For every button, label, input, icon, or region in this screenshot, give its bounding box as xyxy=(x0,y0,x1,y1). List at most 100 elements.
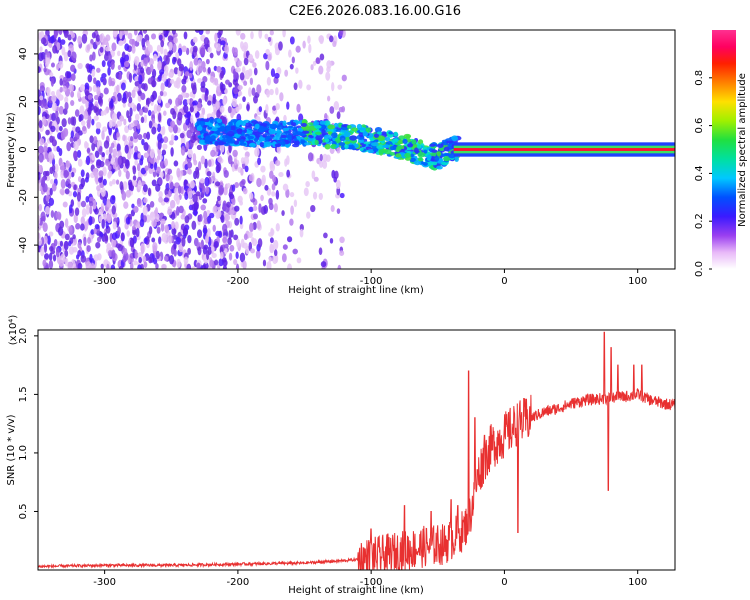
noise-cell xyxy=(99,232,104,238)
noise-cell xyxy=(267,36,272,43)
ridge-cell xyxy=(389,151,395,156)
noise-cell xyxy=(64,101,69,111)
noise-cell xyxy=(191,220,197,230)
noise-cell xyxy=(234,181,240,189)
noise-cell xyxy=(111,205,116,215)
noise-cell xyxy=(336,208,341,214)
noise-cell xyxy=(117,244,123,252)
noise-cell xyxy=(116,143,121,153)
noise-cell xyxy=(203,261,209,269)
noise-cell xyxy=(75,126,81,134)
noise-cell xyxy=(67,183,72,189)
snr-xlabel: Height of straight line (km) xyxy=(288,585,424,596)
noise-cell xyxy=(122,181,128,191)
noise-cell xyxy=(252,213,258,220)
noise-cell xyxy=(64,249,69,258)
noise-cell xyxy=(196,262,201,269)
noise-cell xyxy=(38,203,43,212)
spectrogram-y-tick-label: -20 xyxy=(18,189,29,205)
noise-cell xyxy=(331,169,336,179)
noise-cell xyxy=(181,236,186,247)
noise-cell xyxy=(38,145,44,155)
noise-cell xyxy=(272,175,276,183)
noise-cell xyxy=(101,218,105,229)
noise-cell xyxy=(45,264,49,269)
noise-cell xyxy=(59,188,65,195)
noise-cell xyxy=(183,31,188,40)
ridge-cell xyxy=(448,153,456,159)
noise-cell xyxy=(161,149,167,156)
noise-cell xyxy=(329,237,334,244)
noise-cell xyxy=(211,252,217,259)
noise-cell xyxy=(149,201,155,208)
noise-cell xyxy=(95,176,99,185)
noise-cell xyxy=(142,184,148,193)
noise-cell xyxy=(177,185,182,194)
noise-cell xyxy=(173,135,179,141)
ridge-cell xyxy=(372,148,379,152)
noise-cell xyxy=(269,160,275,169)
noise-cell xyxy=(179,132,185,139)
noise-cell xyxy=(282,30,286,38)
noise-cell xyxy=(94,150,100,159)
noise-cell xyxy=(156,155,161,161)
noise-cell xyxy=(163,48,168,58)
ridge-cell xyxy=(359,127,367,131)
noise-cell xyxy=(173,80,179,88)
noise-cell xyxy=(217,210,222,218)
spectrogram-cells xyxy=(38,30,347,269)
ridge-cell xyxy=(417,151,426,158)
noise-cell xyxy=(275,87,279,96)
noise-cell xyxy=(88,200,94,207)
noise-cell xyxy=(137,152,142,159)
noise-cell xyxy=(241,45,247,52)
noise-cell xyxy=(127,91,132,98)
ridge-cell xyxy=(218,141,225,146)
ridge-cell xyxy=(418,158,424,162)
noise-cell xyxy=(38,182,42,192)
noise-cell xyxy=(140,67,145,74)
ridge-cell xyxy=(248,140,254,144)
noise-cell xyxy=(96,185,101,192)
noise-cell xyxy=(93,77,97,85)
ridge-cell xyxy=(209,118,214,124)
noise-cell xyxy=(158,34,163,41)
noise-cell xyxy=(234,217,240,226)
noise-cell xyxy=(163,197,170,203)
noise-cell xyxy=(214,77,219,86)
ridge-cell xyxy=(431,149,438,153)
noise-cell xyxy=(229,244,235,252)
noise-cell xyxy=(49,72,54,78)
noise-cell xyxy=(87,236,91,245)
noise-cell xyxy=(295,67,299,74)
noise-cell xyxy=(54,163,59,173)
noise-cell xyxy=(80,223,85,231)
noise-cell xyxy=(77,62,83,70)
noise-cell xyxy=(134,55,140,66)
ridge-cell xyxy=(254,123,260,129)
ridge-cell xyxy=(313,121,320,126)
ridge-cell xyxy=(196,120,202,126)
noise-cell xyxy=(67,34,72,41)
noise-cell xyxy=(222,236,227,244)
noise-cell xyxy=(60,39,66,45)
noise-cell xyxy=(52,254,57,262)
noise-cell xyxy=(139,158,144,166)
noise-cell xyxy=(96,236,102,243)
noise-cell xyxy=(268,256,272,263)
noise-cell xyxy=(270,68,276,78)
noise-cell xyxy=(70,116,75,126)
noise-cell xyxy=(125,170,130,180)
ridge-cell xyxy=(239,139,245,144)
noise-cell xyxy=(284,69,289,77)
noise-cell xyxy=(148,44,152,52)
ridge-cell xyxy=(365,127,372,133)
noise-cell xyxy=(299,228,304,238)
noise-cell xyxy=(89,135,94,144)
noise-cell xyxy=(123,118,127,126)
noise-cell xyxy=(168,71,173,78)
noise-cell xyxy=(287,263,292,269)
noise-cell xyxy=(86,147,91,154)
noise-cell xyxy=(318,192,323,201)
noise-cell xyxy=(261,174,266,185)
